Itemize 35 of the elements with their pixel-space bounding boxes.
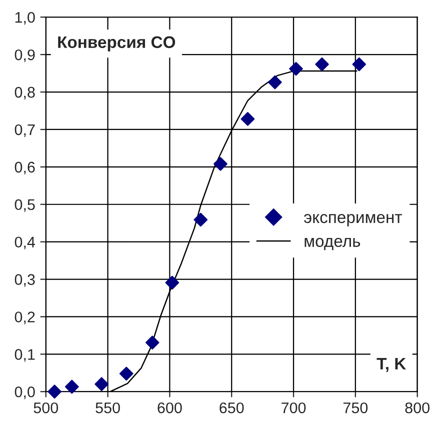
y-tick-label: 0,2 (14, 312, 35, 324)
y-tick-label: 0,8 (14, 86, 35, 100)
y-tick-label: 0,1 (14, 349, 35, 362)
x-tick-label: 650 (220, 402, 244, 414)
y-tick-label: 0,9 (14, 49, 35, 62)
legend-label: эксперимент (304, 214, 402, 226)
point (194, 212, 208, 227)
x-tick-label: 700 (282, 402, 306, 414)
point (64, 380, 79, 394)
point (268, 75, 282, 90)
y-tick-label: 0,5 (14, 199, 35, 212)
point (145, 336, 160, 350)
point (289, 62, 303, 76)
point (48, 384, 62, 399)
point (315, 57, 329, 72)
x-tick-label: 500 (34, 402, 58, 414)
y-tick-label: 0,4 (14, 236, 36, 250)
text: Конверсия CO (58, 36, 176, 52)
point (119, 366, 134, 381)
point (240, 112, 255, 126)
point (165, 276, 180, 290)
y-tick-label: 0,6 (14, 162, 35, 174)
y-tick-label: 0,0 (14, 386, 35, 400)
x-tick-label: 750 (343, 402, 368, 414)
y-tick-label: 1,0 (15, 12, 35, 25)
point (214, 157, 228, 171)
x-axis-title: T, K (376, 358, 406, 372)
x-tick-label: 600 (158, 402, 182, 414)
x-tick-label: 550 (96, 402, 120, 414)
y-tick-label: 0,3 (14, 274, 35, 287)
x-tick-label: 800 (405, 402, 430, 414)
point (352, 57, 366, 72)
y-tick-label: 0,7 (14, 124, 35, 137)
point (94, 377, 109, 392)
legend-label: модель (304, 238, 360, 250)
